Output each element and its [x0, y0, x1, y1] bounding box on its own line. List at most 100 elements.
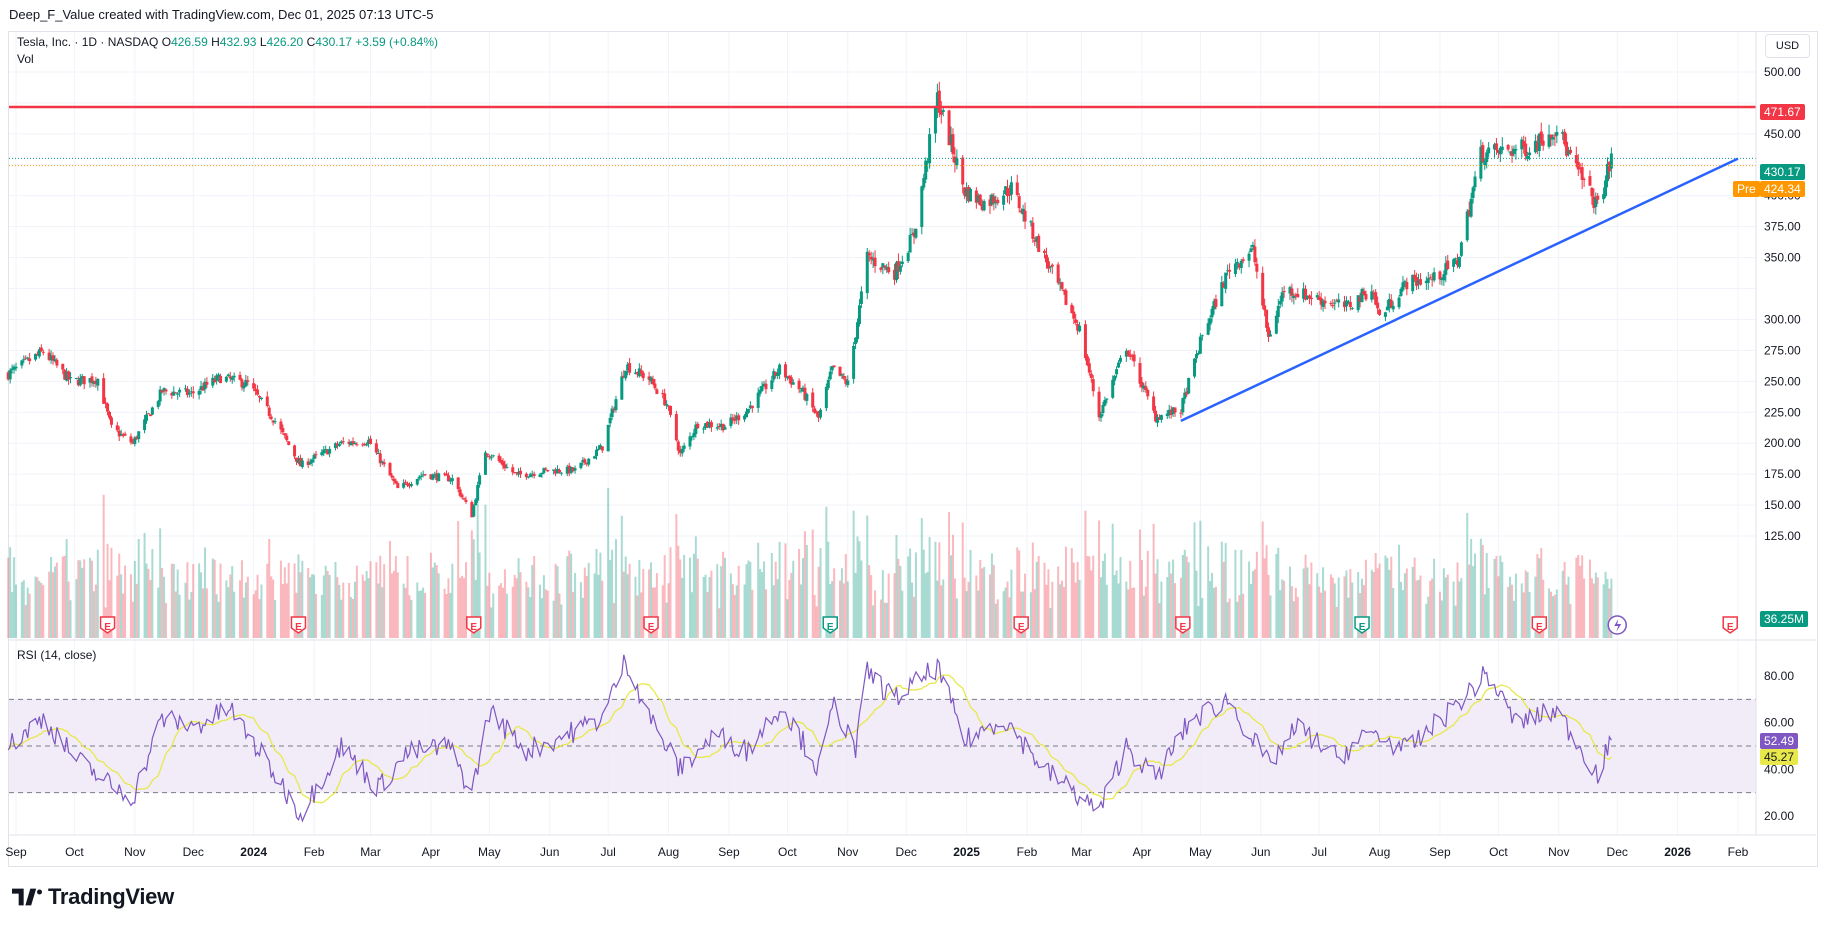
volume-bar	[1195, 570, 1198, 638]
candle-body	[1604, 180, 1608, 197]
volume-bar	[449, 592, 452, 638]
volume-bar	[1563, 561, 1566, 638]
candle-body	[491, 455, 495, 457]
symbol-legend[interactable]: Tesla, Inc. · 1D · NASDAQ O426.59 H432.9…	[17, 35, 438, 49]
volume-bar	[1238, 595, 1241, 638]
volume-bar	[1033, 589, 1036, 638]
candle-body	[374, 443, 378, 453]
candle-body	[1376, 302, 1380, 309]
volume-bar	[55, 562, 58, 638]
candle-body	[197, 390, 201, 395]
volume-bar	[800, 584, 803, 638]
candle-body	[433, 474, 437, 476]
volume-bar	[106, 543, 109, 638]
candle-body	[785, 376, 789, 379]
volume-bar	[1092, 555, 1095, 638]
volume-bar	[1059, 584, 1062, 638]
tradingview-brand[interactable]: TradingView	[12, 884, 174, 910]
candle-body	[1588, 176, 1592, 186]
candle-body	[581, 460, 585, 463]
volume-bar	[279, 560, 282, 638]
candle-body	[1498, 147, 1502, 155]
volume-bar	[988, 574, 991, 638]
volume-bar	[1514, 573, 1517, 638]
volume-bar	[1228, 598, 1231, 638]
earnings-marker-icon: E	[1175, 616, 1191, 634]
candle-body	[242, 385, 246, 389]
volume-bar	[879, 599, 882, 638]
candle-body	[803, 387, 807, 400]
volume-bar	[1392, 587, 1395, 638]
volume-bar	[1125, 581, 1128, 638]
volume-bar	[1088, 556, 1091, 638]
volume-bar	[694, 536, 697, 638]
candle-body	[651, 378, 655, 384]
candle-body	[355, 444, 359, 446]
candle-body	[1526, 155, 1530, 160]
candle-body	[678, 449, 682, 453]
volume-bar	[1512, 600, 1515, 638]
currency-button[interactable]: USD	[1765, 34, 1810, 58]
volume-bar	[1316, 573, 1319, 638]
candle-body	[150, 407, 154, 415]
candle-body	[176, 393, 180, 395]
volume-bar	[729, 573, 732, 638]
volume-bar	[942, 579, 945, 638]
candle-body	[421, 474, 425, 476]
candle-body	[295, 457, 299, 462]
candle-body	[737, 415, 741, 421]
rsi-legend[interactable]: RSI (14, close)	[17, 648, 97, 662]
time-axis-label: Sep	[5, 845, 27, 859]
volume-bar	[720, 566, 723, 638]
volume-bar	[1549, 591, 1552, 638]
open-value: 426.59	[171, 35, 208, 49]
candle-body	[1132, 354, 1136, 362]
candle-body	[1296, 293, 1300, 298]
candle-body	[1241, 259, 1245, 261]
candle-body	[1465, 211, 1469, 241]
candle-body	[322, 449, 326, 454]
candle-body	[606, 424, 610, 452]
volume-bar	[1520, 583, 1523, 638]
candle-body	[1335, 300, 1339, 302]
earnings-marker-letter: E	[648, 622, 655, 633]
volume-bar	[478, 552, 481, 638]
candle-body	[1514, 149, 1518, 151]
volume-bar	[881, 570, 884, 638]
time-axis-label: Feb	[1728, 845, 1749, 859]
candle-body	[869, 256, 873, 260]
volume-bar	[258, 599, 261, 638]
volume-bar	[408, 595, 411, 638]
candle-body	[859, 291, 863, 304]
candle-body	[1048, 266, 1052, 268]
candle-body	[894, 262, 898, 281]
earnings-marker-icon: E	[466, 616, 482, 634]
candle-body	[805, 394, 809, 401]
candle-body	[1089, 373, 1093, 378]
volume-legend[interactable]: Vol	[17, 52, 34, 66]
candle-body	[1528, 152, 1532, 156]
volume-bar	[1511, 584, 1514, 638]
volume-bar	[1199, 520, 1202, 638]
symbol-name[interactable]: Tesla, Inc. · 1D · NASDAQ	[17, 35, 159, 49]
volume-bar	[406, 555, 409, 638]
volume-bar	[110, 547, 113, 638]
price-axis-label: 150.00	[1764, 498, 1801, 512]
candle-body	[635, 372, 639, 375]
candle-body	[893, 269, 897, 280]
volume-bar	[270, 576, 273, 638]
candle-body	[1002, 195, 1006, 205]
volume-bar	[825, 506, 828, 638]
volume-bar	[776, 579, 779, 638]
volume-bar	[11, 592, 14, 638]
candle-body	[1432, 272, 1436, 281]
candle-body	[283, 433, 287, 436]
candle-body	[65, 371, 69, 381]
candle-body	[1004, 186, 1008, 194]
candle-body	[1459, 242, 1463, 256]
volume-bar	[815, 606, 818, 638]
candle-body	[392, 478, 396, 482]
volume-bar	[1499, 555, 1502, 638]
candle-body	[49, 355, 53, 361]
